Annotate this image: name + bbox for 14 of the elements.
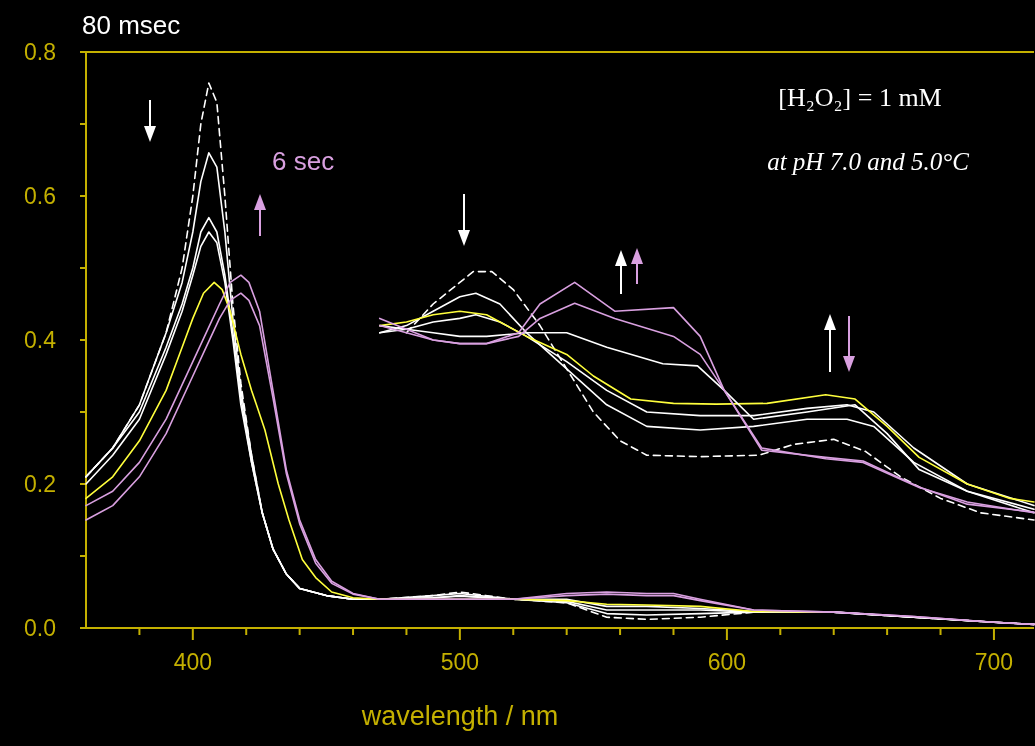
y-tick-label: 0.8	[24, 39, 56, 65]
x-tick-label: 600	[707, 649, 747, 675]
y-tick-label: 0.2	[24, 471, 56, 497]
x-tick-label: 500	[440, 649, 480, 675]
annotation: [H₂O₂] = 1 mM	[778, 83, 942, 112]
text: 80 msec	[82, 10, 181, 40]
y-tick-label: 0.6	[24, 183, 56, 209]
annotation: 6 sec	[272, 146, 335, 176]
y-tick-label: 0.4	[24, 327, 57, 353]
x-tick-label: 400	[173, 649, 212, 675]
annotation: at pH 7.0 and 5.0°C	[767, 148, 970, 175]
y-tick-label: 0.0	[24, 615, 56, 641]
x-tick-label: 700	[974, 649, 1014, 675]
x-axis-title: wavelength / nm	[360, 701, 559, 731]
